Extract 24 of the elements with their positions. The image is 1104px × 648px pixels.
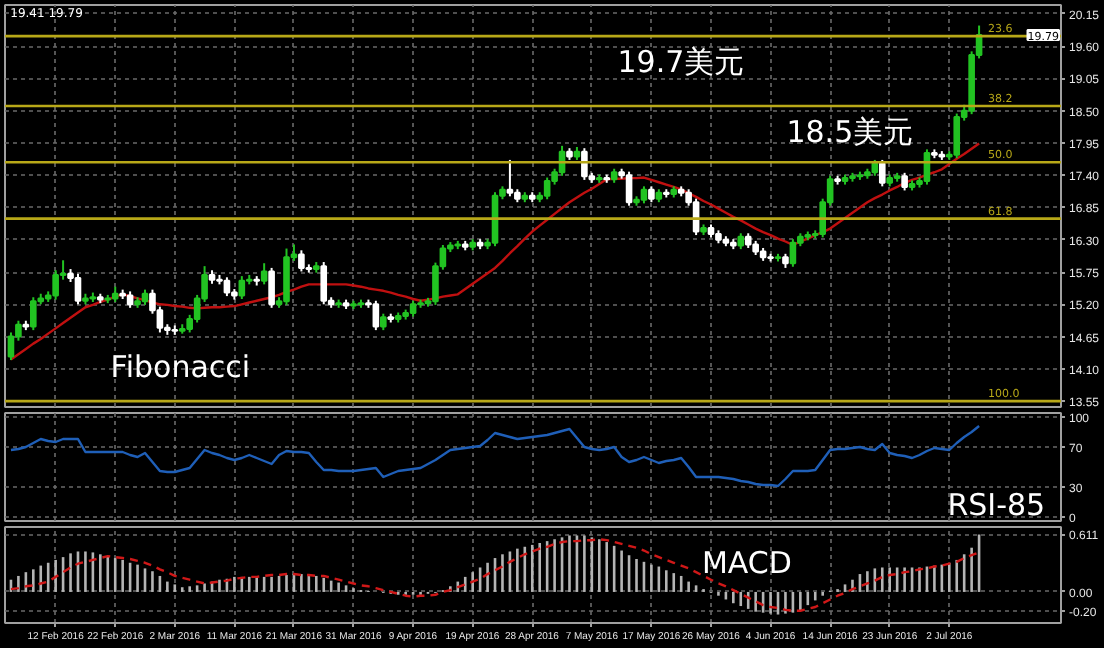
candlestick [320, 261, 328, 306]
annotation: 19.7美元 [617, 44, 745, 81]
candlestick [223, 276, 231, 298]
candlestick [878, 158, 886, 188]
candlestick [29, 296, 37, 332]
candlestick [372, 299, 380, 332]
candlestick [74, 272, 82, 306]
line-series [9, 424, 981, 488]
candlestick [268, 266, 275, 309]
candlestick [625, 170, 633, 207]
candlestick [953, 112, 961, 160]
candlestick [260, 262, 268, 286]
annotation: 18.5美元 [786, 113, 914, 150]
candlestick [238, 275, 246, 301]
text: RSI-85 [947, 486, 1046, 523]
candlestick [298, 249, 305, 273]
candlestick [543, 176, 551, 201]
candlestick [581, 147, 588, 181]
candlestick [789, 238, 797, 268]
text: MACD [701, 545, 792, 582]
annotation: Fibonacci [110, 348, 251, 385]
candlestick [506, 158, 514, 198]
line-series [9, 538, 981, 612]
candlestick [283, 247, 290, 306]
